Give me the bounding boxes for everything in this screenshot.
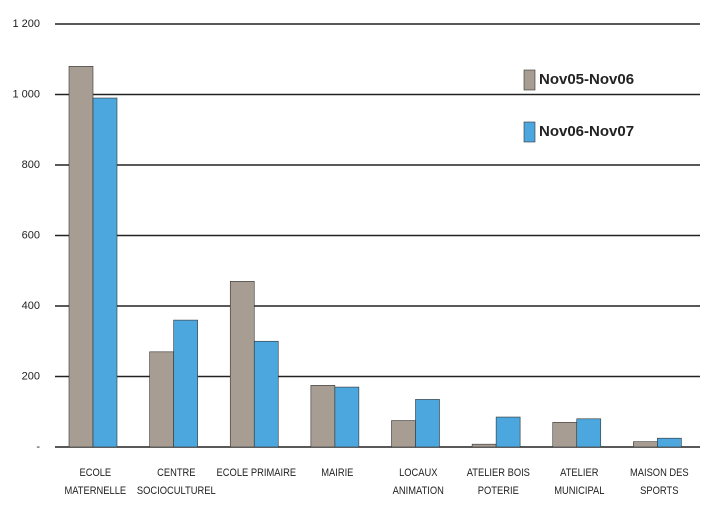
x-tick-label: CENTRE SOCIOCULTUREL: [136, 467, 216, 497]
legend-label: Nov05-Nov06: [539, 71, 634, 88]
bar: [149, 351, 174, 448]
x-tick-label: ECOLE MATERNELLE: [64, 467, 127, 497]
bar: [92, 97, 118, 448]
y-tick-label: 400: [22, 300, 40, 312]
bar: [495, 416, 521, 448]
x-tick-label: MAIRIE: [321, 467, 354, 479]
bar: [633, 441, 658, 448]
bar: [253, 340, 279, 448]
bar: [576, 418, 602, 448]
legend-label: Nov06-Nov07: [539, 123, 634, 140]
bar: [657, 437, 682, 448]
y-tick-label: 1 000: [12, 88, 40, 100]
bar: [173, 319, 198, 448]
x-tick-label: LOCAUX ANIMATION: [392, 467, 444, 497]
y-tick-label: 600: [22, 229, 40, 241]
bar: [229, 281, 255, 448]
y-tick-label: 200: [22, 370, 40, 382]
x-tick-label: ECOLE PRIMAIRE: [216, 467, 297, 479]
legend-swatch: [523, 121, 536, 143]
bar: [471, 443, 497, 448]
x-tick-label: ATELIER BOIS POTERIE: [466, 467, 531, 497]
bar: [310, 385, 336, 448]
bar: [68, 66, 94, 448]
bar: [415, 399, 440, 448]
bar: [334, 386, 360, 448]
legend-swatch: [523, 69, 536, 91]
y-tick-label: -: [36, 441, 40, 453]
x-tick-label: MAISON DES SPORTS: [630, 467, 690, 497]
bar: [552, 422, 578, 448]
bar: [391, 420, 416, 448]
y-tick-label: 1 200: [12, 18, 40, 30]
x-tick-label: ATELIER MUNICIPAL: [553, 467, 605, 497]
y-tick-label: 800: [22, 159, 40, 171]
